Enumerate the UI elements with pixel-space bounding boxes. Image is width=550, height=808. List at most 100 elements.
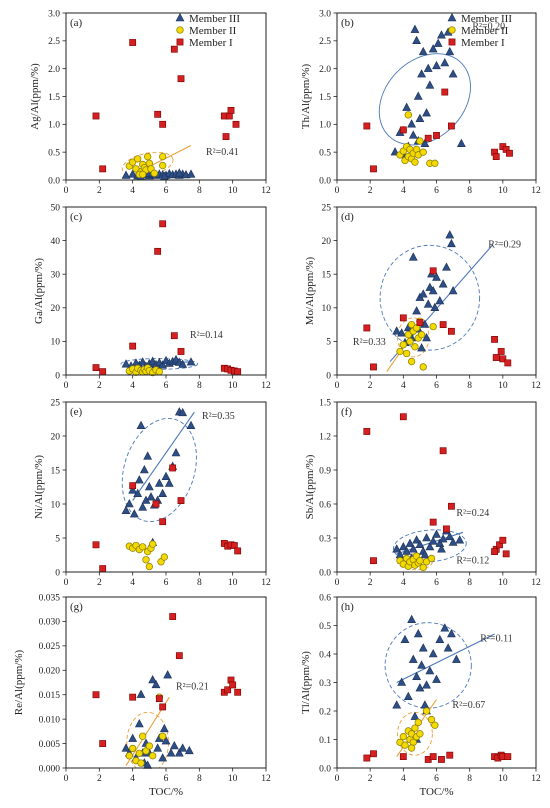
points-c [92,220,242,377]
point-e-s0-18 [164,478,174,487]
point-d-s0-22 [447,238,456,248]
point-d-s0-20 [442,262,451,271]
x-tick-label-g-6: 12 [261,774,271,784]
point-e-s0-22 [178,407,188,417]
point-d-s2-5 [439,321,447,328]
x-tick-label-c-5: 10 [228,381,238,391]
y-tick-label-a-6: 3.0 [48,9,60,19]
point-g-s0-5 [136,689,146,698]
y-tick-label-g-7: 0.035 [39,593,61,603]
point-f-s1-10 [419,563,427,572]
point-c-s2-0 [92,364,100,372]
x-tick-label-a-2: 4 [130,186,135,196]
point-e-s0-23 [186,420,196,430]
x-tick-label-b-6: 12 [531,186,541,196]
point-f-s0-10 [422,532,431,542]
point-e-s1-9 [149,540,157,548]
y-axis-title-d: Mo/Al(ppm/%) [304,256,316,325]
point-e-s2-6 [177,497,185,504]
y-tick-label-b-6: 3.0 [319,9,331,19]
legend-label-a-1: Member II [189,25,237,37]
x-tick-label-c-4: 8 [197,381,202,391]
point-c-s0-10 [158,360,168,369]
point-d-s0-19 [438,279,448,288]
point-g-s0-15 [158,753,168,762]
point-a-s2-6 [177,75,185,83]
panel-label-f: (f) [341,406,352,418]
point-g-s2-11 [234,688,242,696]
point-e-s1-7 [145,562,153,571]
point-f-s2-4 [439,447,447,455]
point-b-s2-1 [370,165,377,173]
y-tick-label-a-2: 1.0 [48,121,60,131]
point-a-s2-3 [154,110,162,118]
point-b-s0-5 [407,119,417,128]
point-h-s1-9 [414,718,422,727]
panel-label-d: (d) [341,211,354,223]
point-b-s0-17 [432,60,441,70]
y-tick-label-b-0: 0.0 [319,176,331,186]
point-d-s0-23 [448,285,458,295]
point-b-s2-5 [441,88,449,96]
point-c-s0-4 [138,357,148,366]
point-a-s2-1 [99,165,107,173]
y-tick-label-c-5: 50 [51,203,61,213]
panel-h: R²=0.11 R²=0.67 0 2 4 6 8 10 12 0.0 0.1 0.2 0.3 0.4 0.… [300,593,541,798]
point-e-s0-17 [161,471,171,481]
point-d-s1-14 [429,322,437,331]
point-d-s1-12 [419,363,427,371]
point-e-s1-5 [142,556,150,564]
point-h-s0-13 [425,666,435,675]
r2-label-h-0: R²=0.11 [480,633,512,644]
point-f-s0-11 [425,542,435,551]
x-tick-label-d-1: 2 [368,381,373,391]
x-axis-title-g: TOC/% [149,786,183,798]
y-tick-label-b-1: 0.5 [319,148,331,158]
point-b-s0-7 [410,24,420,33]
point-a-s1-13 [159,152,167,161]
point-b-s0-3 [402,102,412,111]
y-tick-label-h-3: 0.3 [319,679,331,689]
y-tick-label-f-0: 0.0 [319,568,331,578]
point-b-s0-12 [418,46,428,56]
axes-frame-c [65,206,267,376]
point-g-s0-4 [134,718,144,728]
point-g-s0-13 [153,743,163,752]
point-f-s1-11 [422,558,431,566]
point-h-s0-8 [413,629,423,638]
point-b-s0-22 [445,46,455,56]
points-d [363,230,512,371]
legend-label-a-2: Member I [189,37,233,49]
y-tick-label-a-4: 2.0 [48,65,60,75]
point-g-s2-8 [224,686,232,694]
point-d-s0-6 [412,306,422,315]
point-a-s1-15 [139,170,147,179]
point-f-s0-19 [455,535,465,544]
point-e-s2-2 [129,482,137,490]
point-g-s2-10 [229,681,237,689]
point-b-s0-8 [412,35,422,45]
point-c-s2-2 [129,342,137,350]
point-b-s2-11 [506,149,513,157]
panel-f: R²=0.24 R²=0.12 0 2 4 6 8 10 12 0.0 0.3 0.6 0.9 1.2 1.… [304,398,541,588]
point-h-s2-2 [399,753,407,760]
x-tick-label-g-4: 8 [197,774,202,784]
legend-label-a-0: Member III [189,13,240,25]
x-tick-label-f-6: 12 [531,578,541,588]
point-c-s2-5 [170,332,178,340]
point-b-s0-23 [448,69,458,78]
point-a-s0-21 [174,168,184,177]
point-d-s2-6 [448,327,455,335]
point-g-s0-11 [148,675,158,684]
point-d-s2-8 [492,354,500,361]
y-tick-label-g-6: 0.030 [39,618,61,628]
panel-b: R²=0.20 0 2 4 6 8 10 12 0.0 0.5 1.0 1.5 2.0 2.5 3.0 Th/… [300,9,541,196]
legend-label-b-0: Member III [461,13,512,25]
point-e-s0-2 [128,485,138,494]
point-g-s0-18 [166,748,176,757]
x-tick-label-g-1: 2 [97,774,102,784]
point-e-s1-4 [139,543,147,551]
y-tick-label-f-4: 1.2 [319,432,331,442]
point-d-s0-0 [392,326,402,335]
x-tick-label-h-0: 0 [335,774,340,784]
